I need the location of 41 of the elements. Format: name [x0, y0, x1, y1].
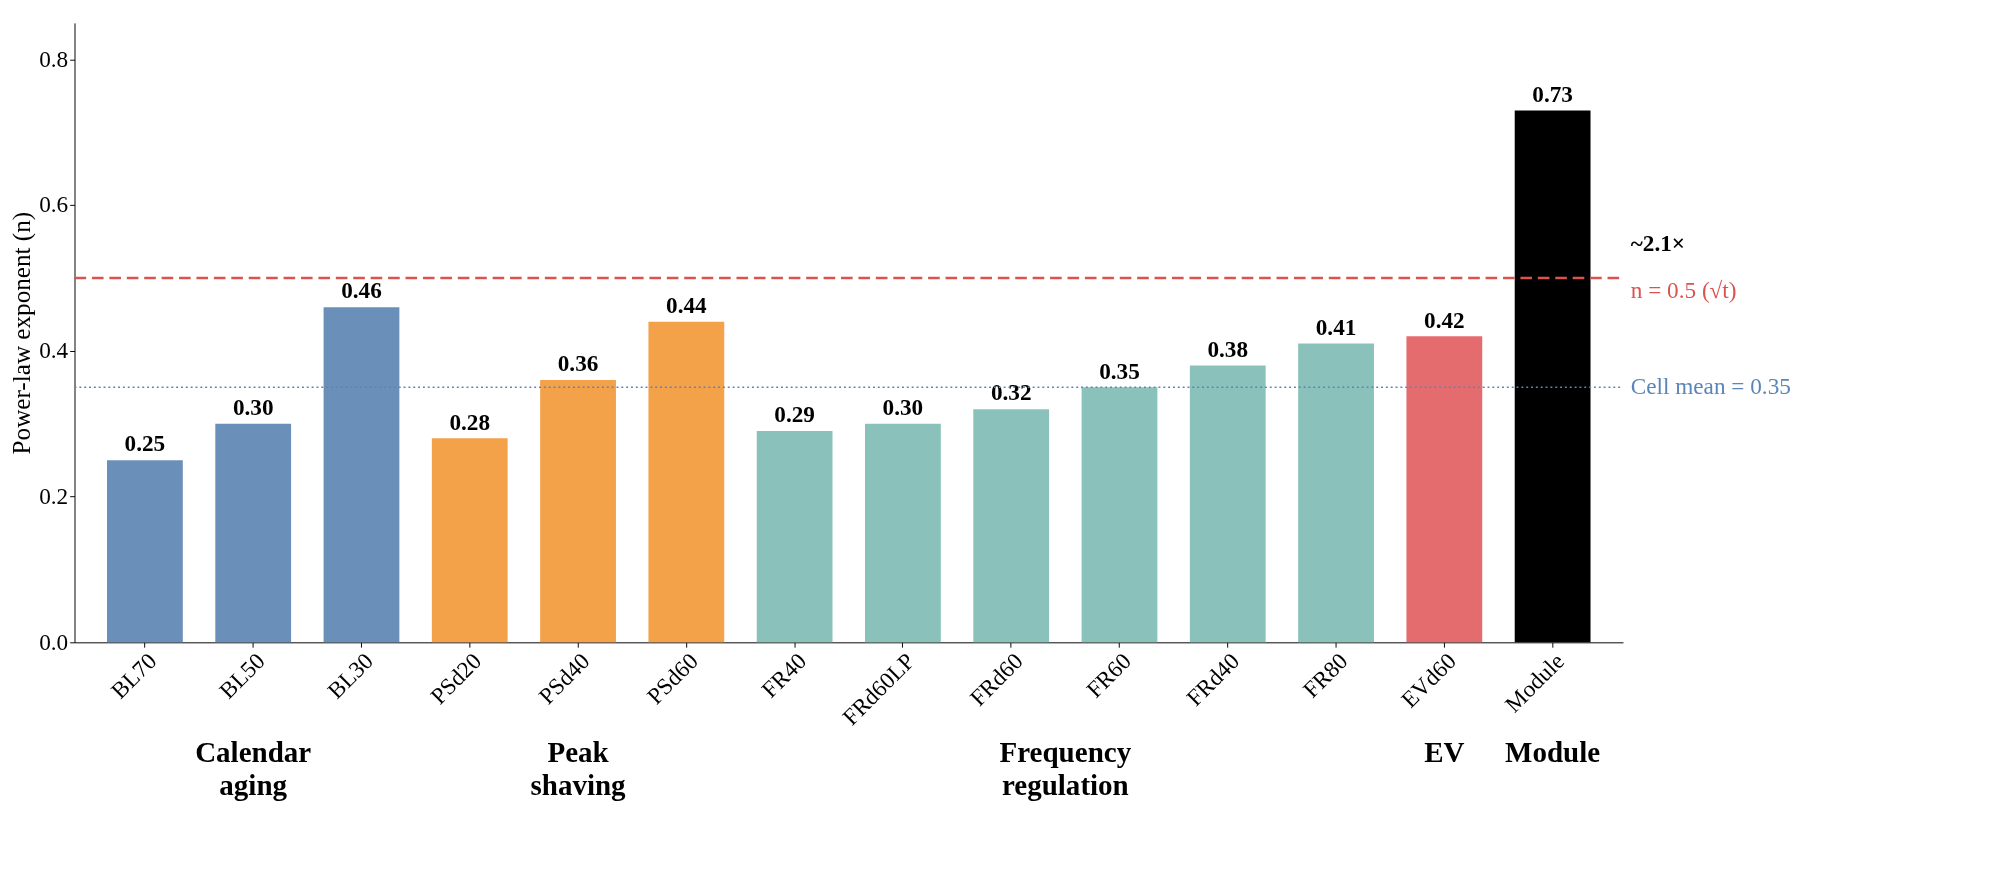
- bar: [648, 321, 725, 643]
- bar: [215, 423, 292, 643]
- data-label: 0.30: [232, 394, 274, 421]
- bar: [431, 438, 508, 643]
- data-label: 0.25: [124, 430, 166, 457]
- text: Module: [1505, 736, 1601, 769]
- text: Peak shaving: [530, 736, 627, 802]
- ref-line-label: n = 0.5 (√t): [1630, 277, 1737, 304]
- bar: [1081, 387, 1158, 643]
- data-label: 0.30: [882, 394, 924, 421]
- data-label: 0.38: [1207, 335, 1249, 362]
- data-label: 0.32: [990, 379, 1032, 406]
- y-tick-label: 0.6: [39, 191, 69, 218]
- y-tick-label: 0.8: [39, 45, 69, 72]
- text: EV: [1424, 736, 1465, 769]
- bar: [973, 409, 1050, 643]
- data-label: 0.46: [341, 277, 382, 304]
- data-label: 0.41: [1315, 313, 1357, 340]
- ref-line-label: Cell mean = 0.35: [1630, 373, 1791, 400]
- data-label: 0.35: [1099, 357, 1140, 384]
- bar: [107, 460, 183, 643]
- y-tick-label: 0.2: [39, 482, 69, 509]
- data-label: 0.44: [666, 292, 708, 318]
- y-tick-label: 0.4: [39, 337, 69, 364]
- text: Frequency regulation: [999, 736, 1132, 802]
- bar: [865, 423, 941, 643]
- bar: [540, 380, 616, 643]
- bar: [323, 307, 400, 643]
- bar: [756, 431, 833, 643]
- y-tick-label: 0.0: [39, 628, 69, 655]
- bar: [1298, 343, 1374, 643]
- data-label: 0.28: [449, 408, 491, 435]
- y-axis-title: Power-law exponent (n): [8, 211, 37, 455]
- data-label: 0.73: [1532, 80, 1573, 107]
- text: ~2.1×: [1630, 230, 1686, 257]
- data-label: 0.42: [1424, 306, 1465, 333]
- data-label: 0.36: [557, 350, 599, 377]
- data-label: 0.29: [774, 401, 815, 428]
- text: Calendar aging: [195, 736, 312, 802]
- bar: [1189, 365, 1266, 643]
- bar: [1406, 336, 1483, 643]
